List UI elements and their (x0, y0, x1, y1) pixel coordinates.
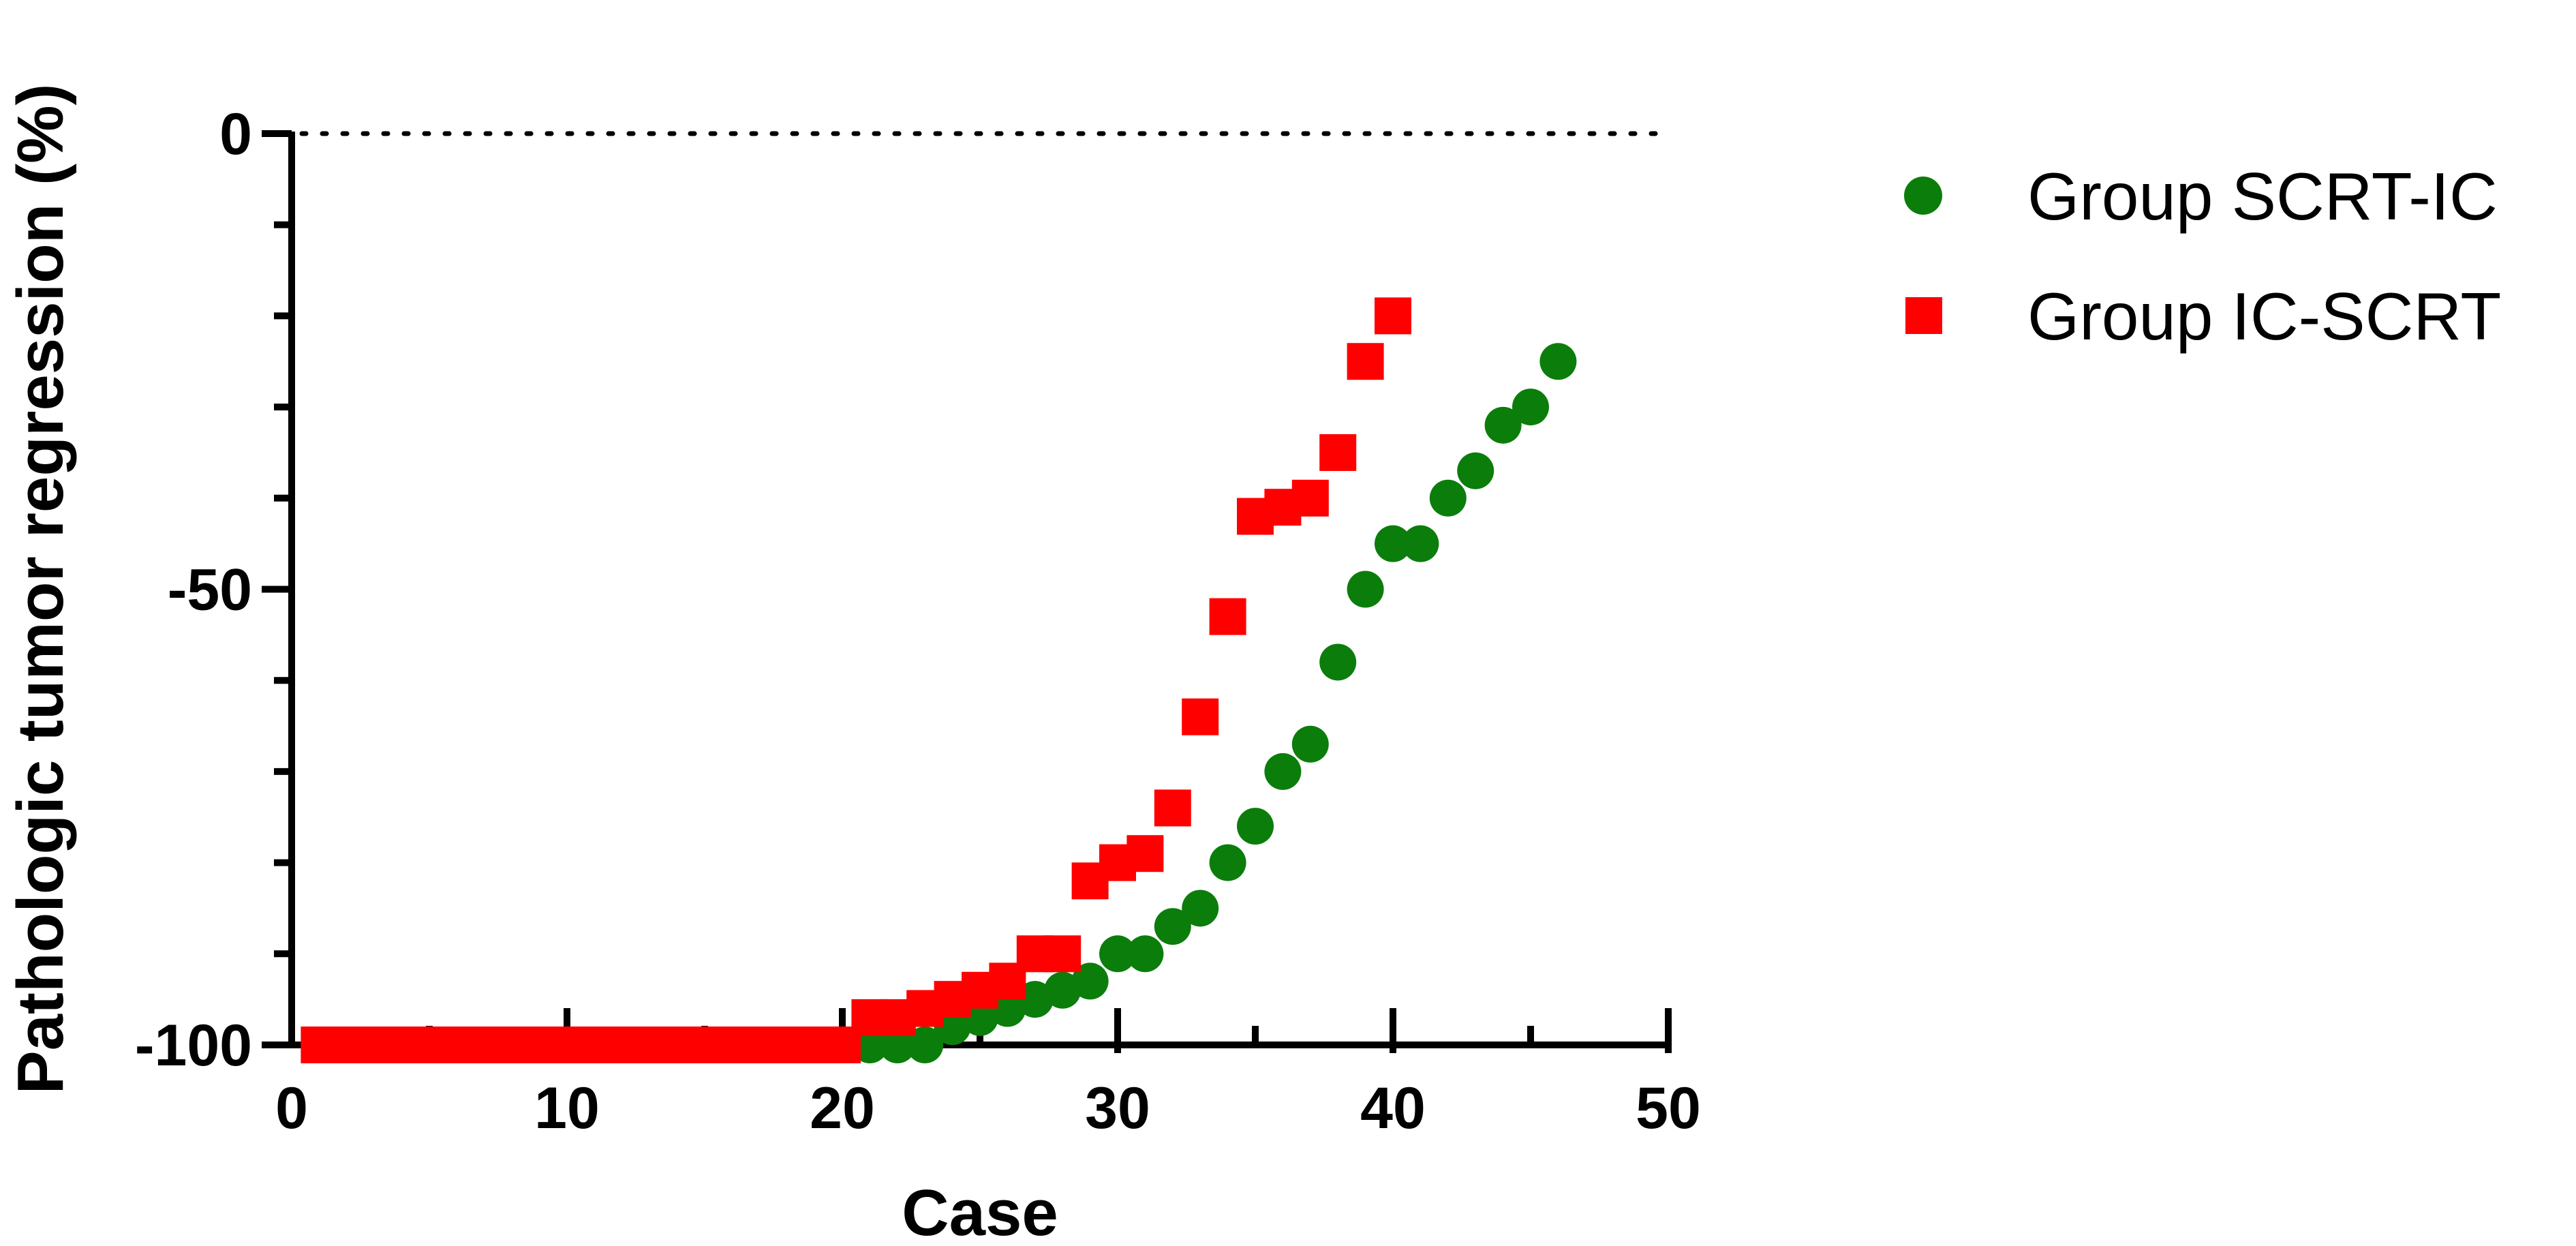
x-tick-label: 0 (275, 1076, 308, 1141)
axes (288, 131, 1671, 1048)
data-point-circle (1237, 808, 1274, 845)
data-point-circle (1347, 571, 1384, 608)
data-point-square (1209, 598, 1246, 635)
data-point-square (1182, 698, 1219, 735)
x-tick-label: 50 (1636, 1076, 1701, 1141)
data-point-square (1154, 789, 1191, 827)
x-axis-title: Case (902, 1176, 1058, 1246)
data-point-circle (1099, 935, 1136, 973)
data-point-square (1319, 434, 1357, 471)
y-tick-label: 0 (219, 102, 252, 167)
y-ticks: 0 -50 -100 (135, 102, 292, 1078)
data-point-circle (1512, 389, 1549, 426)
series-2 (301, 297, 1411, 1063)
data-point-circle (1539, 343, 1577, 380)
x-tick-label: 20 (810, 1076, 875, 1141)
data-point-circle (1182, 890, 1219, 927)
legend-marker-scrt-ic (1904, 177, 1942, 215)
legend-marker-ic-scrt (1905, 297, 1942, 334)
x-tick-label: 10 (534, 1076, 600, 1141)
data-point-circle (1264, 753, 1302, 790)
x-ticks: 0 10 20 30 40 50 (275, 1008, 1701, 1141)
legend-label-ic-scrt: Group IC-SCRT (2027, 279, 2501, 354)
data-point-circle (1457, 452, 1494, 489)
data-point-square (1291, 479, 1329, 517)
data-point-circle (1126, 935, 1164, 973)
y-axis-title: Pathologic tumor regression (%) (4, 84, 77, 1095)
data-point-circle (1209, 844, 1246, 881)
series-1 (301, 343, 1577, 1063)
data-point-square (1044, 935, 1082, 973)
data-point-square (1347, 343, 1384, 380)
data-point-circle (1429, 479, 1467, 517)
data-point-circle (1291, 725, 1329, 763)
x-tick-label: 40 (1360, 1076, 1426, 1141)
data-point-circle (1319, 643, 1357, 681)
data-point-circle (1402, 525, 1439, 562)
data-point-circle (1154, 908, 1191, 945)
legend: Group SCRT-IC Group IC-SCRT (1904, 159, 2501, 354)
series-layer (301, 297, 1577, 1063)
y-tick-label: -50 (168, 558, 252, 623)
data-point-circle (1484, 406, 1522, 444)
legend-label-scrt-ic: Group SCRT-IC (2027, 159, 2498, 234)
data-point-square (1126, 835, 1164, 872)
data-point-square (1375, 297, 1411, 335)
y-tick-label: -100 (135, 1013, 252, 1078)
x-tick-label: 30 (1085, 1076, 1150, 1141)
data-point-circle (1375, 525, 1411, 562)
